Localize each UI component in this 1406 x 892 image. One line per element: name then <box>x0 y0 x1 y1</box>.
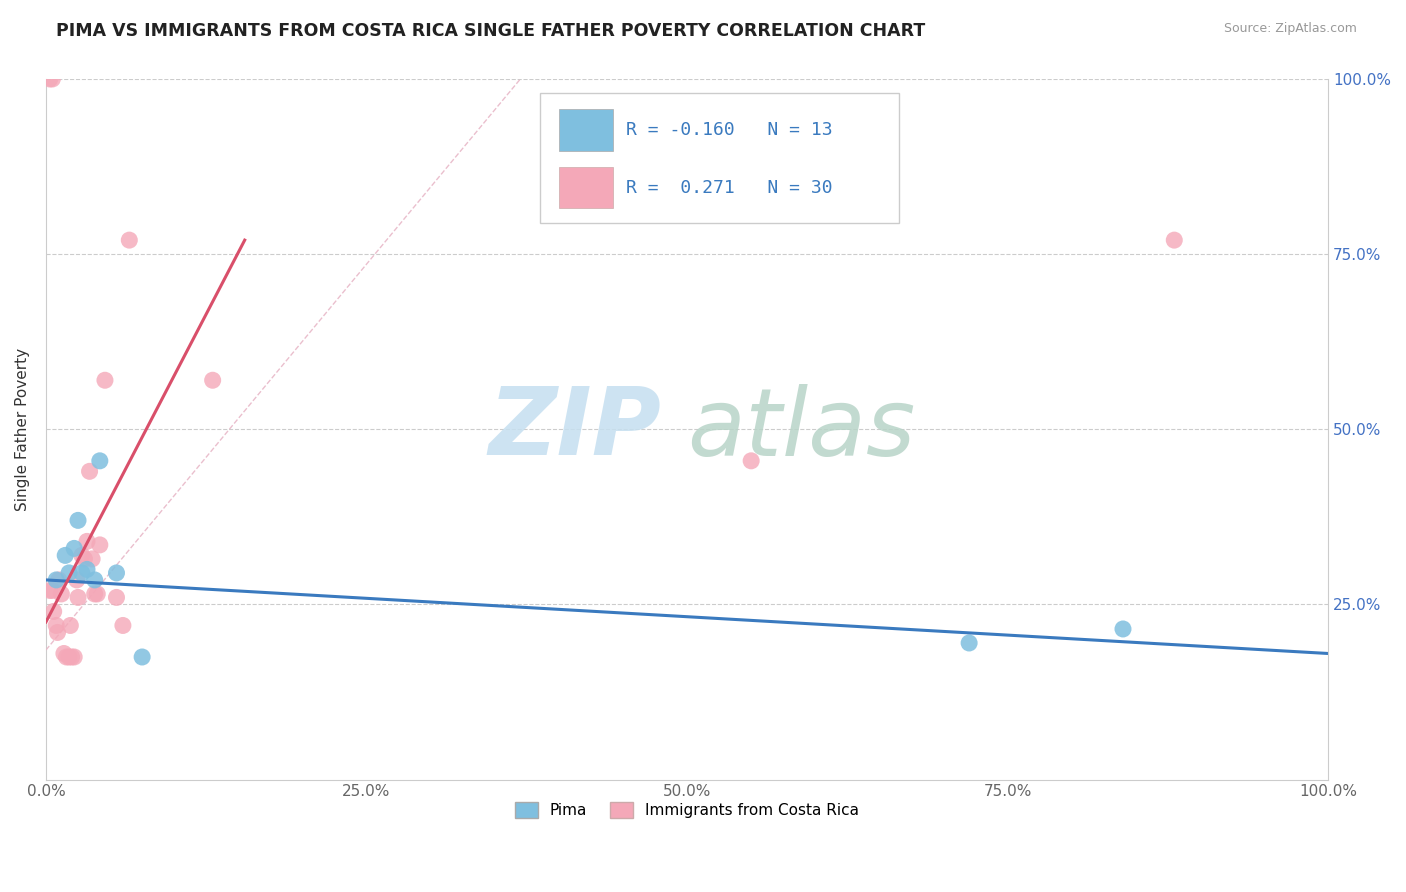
Point <box>53 549 76 563</box>
Point <box>740 454 762 468</box>
Point <box>58 566 80 580</box>
Point <box>66 513 89 527</box>
Point <box>76 562 98 576</box>
Point <box>38 583 60 598</box>
Point <box>66 591 89 605</box>
Point <box>131 650 153 665</box>
Point <box>118 233 141 247</box>
Text: R =  0.271   N = 30: R = 0.271 N = 30 <box>626 178 832 196</box>
FancyBboxPatch shape <box>558 110 613 151</box>
Text: R = -0.160   N = 13: R = -0.160 N = 13 <box>626 121 832 139</box>
Point <box>94 373 117 387</box>
FancyBboxPatch shape <box>558 167 613 208</box>
Point <box>70 549 93 563</box>
Point <box>46 625 69 640</box>
Point <box>59 618 82 632</box>
Point <box>76 534 98 549</box>
Point <box>42 604 65 618</box>
Point <box>52 647 75 661</box>
Point <box>82 552 104 566</box>
Point <box>83 587 105 601</box>
Text: atlas: atlas <box>688 384 915 475</box>
Legend: Pima, Immigrants from Costa Rica: Pima, Immigrants from Costa Rica <box>509 797 866 824</box>
Point <box>48 573 70 587</box>
Point <box>73 552 96 566</box>
Point <box>51 587 73 601</box>
Point <box>83 573 105 587</box>
Y-axis label: Single Father Poverty: Single Father Poverty <box>15 348 30 511</box>
Point <box>1163 233 1185 247</box>
Point <box>38 72 60 87</box>
Point <box>105 566 128 580</box>
Text: ZIP: ZIP <box>488 384 661 475</box>
Point <box>79 464 101 478</box>
Point <box>201 373 224 387</box>
Point <box>1112 622 1135 636</box>
Point <box>45 573 67 587</box>
Point <box>70 566 93 580</box>
Point <box>89 538 111 552</box>
Text: PIMA VS IMMIGRANTS FROM COSTA RICA SINGLE FATHER POVERTY CORRELATION CHART: PIMA VS IMMIGRANTS FROM COSTA RICA SINGL… <box>56 22 925 40</box>
Point <box>41 72 63 87</box>
Point <box>55 650 77 665</box>
Point <box>60 650 83 665</box>
Point <box>89 454 111 468</box>
Point <box>105 591 128 605</box>
Point <box>66 573 89 587</box>
Point <box>86 587 108 601</box>
Point <box>45 618 67 632</box>
Point <box>111 618 134 632</box>
Point <box>957 636 980 650</box>
Point <box>41 583 63 598</box>
Point <box>58 650 80 665</box>
Point <box>63 650 86 665</box>
FancyBboxPatch shape <box>540 93 898 223</box>
Text: Source: ZipAtlas.com: Source: ZipAtlas.com <box>1223 22 1357 36</box>
Point <box>63 541 86 556</box>
